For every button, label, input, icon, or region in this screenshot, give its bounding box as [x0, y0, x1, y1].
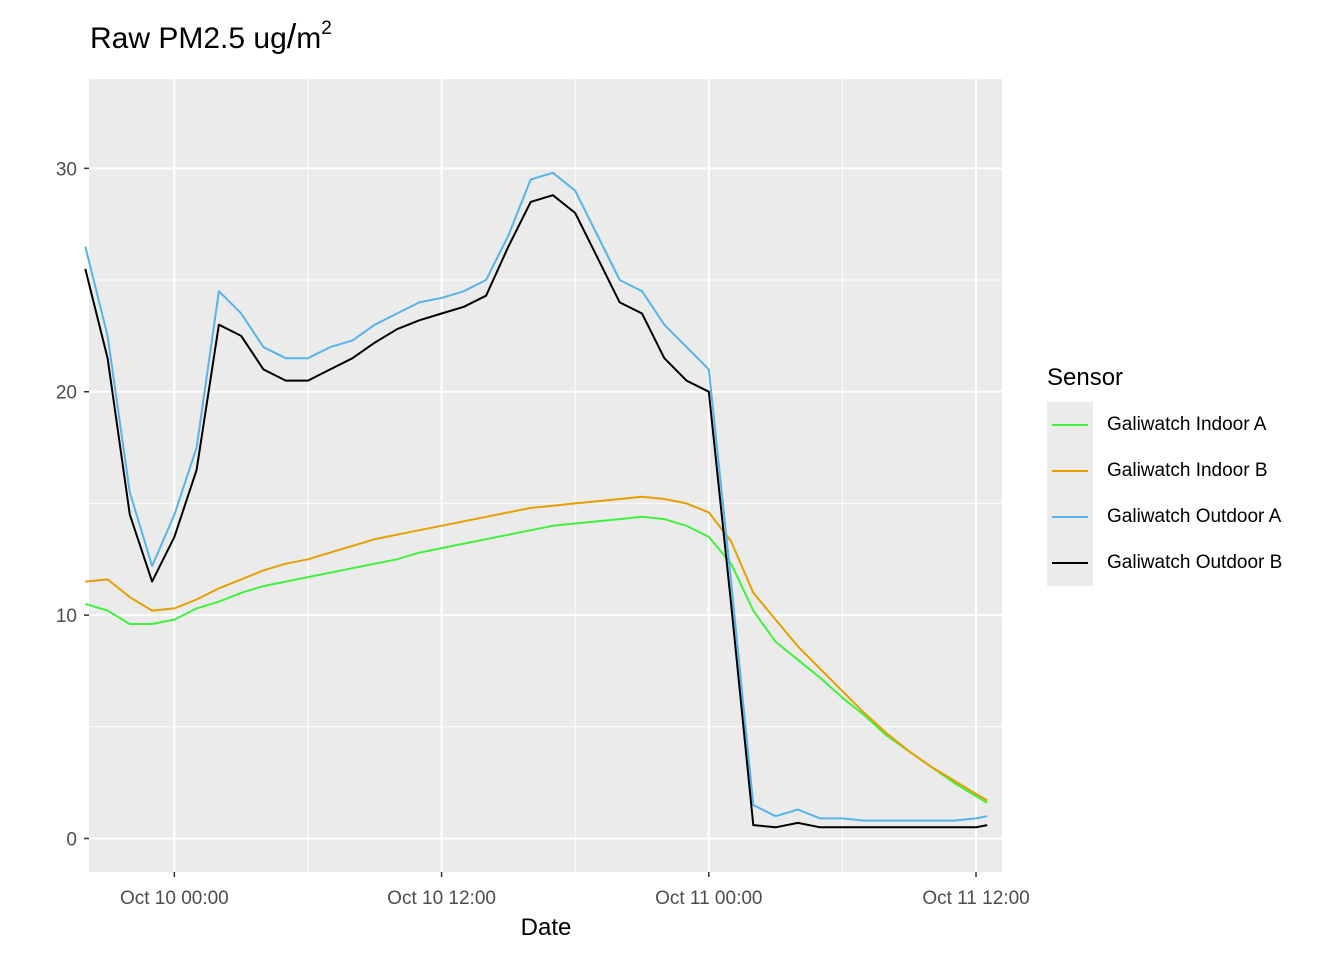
series-layer	[84, 171, 988, 829]
y-tick-label: 20	[56, 383, 77, 404]
x-tick-label: Oct 10 00:00	[120, 888, 229, 909]
legend-swatch	[1052, 516, 1088, 518]
chart-title: Raw PM2.5 ug/m2	[90, 18, 332, 57]
legend-label: Galiwatch Indoor B	[1107, 460, 1268, 481]
series-line-2	[85, 495, 988, 802]
chart-title-unit: m	[296, 22, 322, 55]
x-axis: Oct 10 00:00 Oct 10 12:00 Oct 11 00:00 Oct …	[120, 872, 1030, 909]
x-tick-label: Oct 11 00:00	[655, 888, 762, 909]
legend-title: Sensor	[1047, 364, 1124, 391]
chart-title-text: Raw PM2.5 ug	[90, 22, 287, 55]
legend-key	[1047, 448, 1093, 494]
series-line-1	[85, 515, 988, 804]
y-axis: 0 10 20 30	[56, 159, 89, 850]
y-tick-label: 10	[56, 606, 77, 627]
y-tick-label: 30	[56, 159, 77, 180]
y-tick-label: 0	[66, 829, 77, 850]
chart-title-slash: /	[286, 18, 297, 56]
legend-label: Galiwatch Outdoor B	[1107, 552, 1283, 573]
legend-item: Galiwatch Outdoor B	[1047, 540, 1282, 586]
plot-panel	[89, 79, 1002, 872]
series-line-4	[84, 194, 988, 829]
x-axis-title: Date	[520, 914, 572, 941]
legend-item: Galiwatch Indoor A	[1047, 402, 1282, 448]
legend-label: Galiwatch Indoor A	[1107, 414, 1267, 435]
legend-key	[1047, 540, 1093, 586]
legend-key	[1047, 494, 1093, 540]
series-line-3	[84, 171, 988, 822]
legend-item: Galiwatch Outdoor A	[1047, 494, 1282, 540]
chart-title-unit-power: 2	[321, 18, 332, 39]
x-tick-label: Oct 10 12:00	[387, 888, 496, 909]
grid-major	[89, 79, 1002, 872]
legend-item: Galiwatch Indoor B	[1047, 448, 1282, 494]
legend-swatch	[1052, 424, 1088, 426]
x-tick-label: Oct 11 12:00	[922, 888, 1029, 909]
legend: Sensor Galiwatch Indoor A Galiwatch Indo…	[1047, 364, 1282, 586]
legend-swatch	[1052, 562, 1088, 564]
legend-key	[1047, 402, 1093, 448]
grid-minor	[89, 79, 1002, 872]
legend-label: Galiwatch Outdoor A	[1107, 506, 1282, 527]
legend-swatch	[1052, 470, 1088, 472]
